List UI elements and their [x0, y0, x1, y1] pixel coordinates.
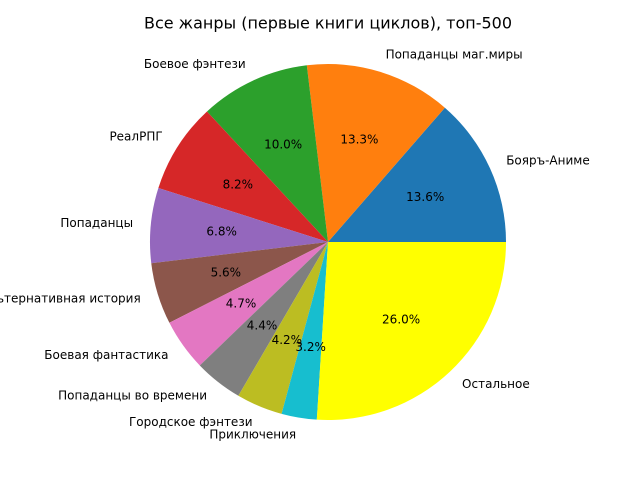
- category-label: Городское фэнтези: [129, 415, 253, 429]
- value-label: 3.2%: [295, 340, 326, 354]
- value-label: 5.6%: [211, 266, 242, 280]
- value-label: 26.0%: [382, 312, 420, 326]
- value-label: 10.0%: [264, 138, 302, 152]
- pie-slice: [328, 107, 506, 242]
- value-label: 4.7%: [226, 296, 257, 310]
- pie-slice: [149, 188, 328, 264]
- pie-slice: [199, 242, 328, 396]
- category-label: Альтернативная история: [0, 291, 141, 305]
- pie-slice: [306, 64, 445, 243]
- category-label: Боевая фантастика: [44, 348, 168, 362]
- pie-slice: [169, 242, 328, 366]
- pie-slice: [238, 242, 328, 414]
- value-label: 4.2%: [272, 333, 303, 347]
- category-label: Попаданцы во времени: [58, 388, 207, 402]
- value-label: 13.3%: [340, 132, 378, 146]
- value-label: 13.6%: [406, 190, 444, 204]
- category-label: Попаданцы: [60, 216, 133, 230]
- pie-slice: [206, 65, 328, 242]
- value-label: 6.8%: [206, 224, 237, 238]
- pie-slice: [316, 242, 506, 420]
- category-label: Приключения: [209, 428, 296, 442]
- pie-slice: [158, 111, 328, 242]
- category-label: Боевое фэнтези: [144, 57, 246, 71]
- category-label: Остальное: [462, 377, 530, 391]
- category-label: РеалРПГ: [109, 130, 162, 144]
- value-label: 4.4%: [247, 318, 278, 332]
- category-label: Попаданцы маг.миры: [386, 47, 523, 61]
- value-label: 8.2%: [223, 177, 254, 191]
- pie-slice: [281, 242, 328, 420]
- pie-slice: [151, 242, 328, 323]
- category-label: Бояръ-Аниме: [506, 153, 590, 167]
- chart-title: Все жанры (первые книги циклов), топ-500: [144, 14, 512, 33]
